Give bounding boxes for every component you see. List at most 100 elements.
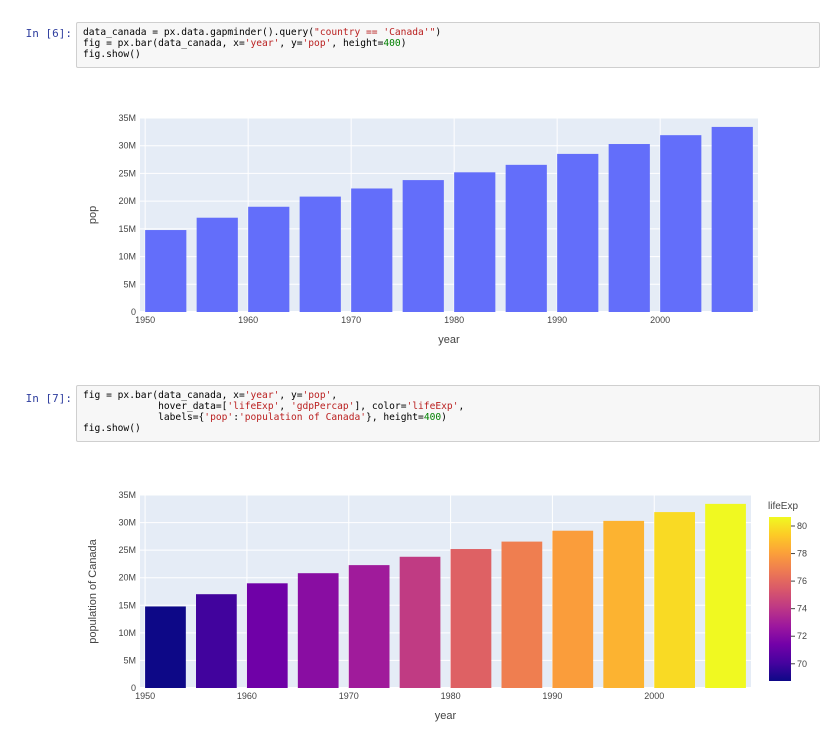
code-token: : [233, 412, 239, 423]
y-tick-label: 0 [131, 683, 136, 693]
x-tick-label: 2000 [650, 315, 670, 325]
code-token: , y= [279, 390, 303, 401]
x-axis-label: year [438, 334, 460, 346]
code-cell-input[interactable]: fig = px.bar(data_canada, x='year', y='p… [76, 385, 820, 442]
code-token: data_canada = px.data.gapminder().query( [83, 27, 315, 38]
colorbar-tick-label: 80 [797, 521, 807, 531]
plot-area [140, 495, 751, 688]
code-token: ) [441, 412, 447, 423]
code-token: 'pop' [302, 390, 332, 401]
code-token: , y= [279, 38, 303, 49]
bar-chart-population-colored: 0 5M 10M 15M 20M 25M 30M 35M 1950 1960 1970 1980 199… [87, 490, 807, 722]
plot-area [140, 118, 758, 312]
x-tick-label: 1950 [135, 691, 155, 701]
code-token: hover_data=[ [83, 401, 228, 412]
y-axis-label: population of Canada [87, 538, 99, 643]
code-line: hover_data=['lifeExp', 'gdpPercap'], col… [83, 401, 813, 412]
bar[interactable] [705, 503, 746, 688]
code-token: fig.show() [83, 49, 141, 60]
y-tick-label: 15M [118, 224, 136, 234]
bar-chart-pop: 0 5M 10M 15M 20M 25M 30M 35M 1950 1960 1970 1980 199… [87, 113, 758, 346]
x-tick-label: 1960 [237, 691, 257, 701]
y-tick-label: 30M [118, 518, 136, 528]
x-axis-label: year [435, 710, 457, 722]
y-tick-label: 10M [118, 628, 136, 638]
code-token: , [458, 401, 465, 412]
y-tick-label: 35M [118, 113, 136, 123]
bar[interactable] [608, 144, 650, 312]
bar[interactable] [552, 530, 594, 688]
x-tick-label: 1990 [547, 315, 567, 325]
y-tick-label: 25M [118, 545, 136, 555]
code-token: , [331, 390, 338, 401]
bar[interactable] [557, 153, 599, 312]
colorbar-tick-label: 74 [797, 604, 807, 614]
bar[interactable] [297, 573, 339, 688]
code-token: 'gdpPercap' [290, 401, 355, 412]
y-tick-label: 15M [118, 600, 136, 610]
bar[interactable] [402, 180, 444, 312]
bar[interactable] [248, 206, 290, 312]
colorbar-tick-label: 70 [797, 659, 807, 669]
code-token: 'pop' [204, 412, 234, 423]
cell-prompt: In [7]: [25, 392, 72, 405]
bar[interactable] [145, 606, 186, 688]
code-token: 'year' [244, 390, 280, 401]
y-tick-label: 10M [118, 252, 136, 262]
bar[interactable] [711, 126, 753, 312]
code-token: 'pop' [302, 38, 332, 49]
colorbar-tick-label: 76 [797, 576, 807, 586]
code-token: "country == 'Canada'" [314, 27, 436, 38]
bar[interactable] [505, 164, 547, 312]
code-token: 'lifeExp' [406, 401, 459, 412]
code-token: ) [400, 38, 407, 49]
code-token: ) [435, 27, 442, 38]
code-line: fig.show() [83, 49, 813, 60]
y-tick-label: 5M [123, 279, 136, 289]
y-tick-label: 30M [118, 141, 136, 151]
code-line: fig.show() [83, 423, 813, 434]
code-line: labels={'pop':'population of Canada'}, h… [83, 412, 813, 423]
y-tick-label: 20M [118, 196, 136, 206]
code-token: ], color= [354, 401, 407, 412]
code-token: 'lifeExp' [227, 401, 280, 412]
bar[interactable] [501, 541, 543, 688]
x-tick-label: 1980 [441, 691, 461, 701]
x-tick-label: 1970 [341, 315, 361, 325]
bar[interactable] [660, 135, 702, 312]
bar[interactable] [450, 549, 492, 688]
x-tick-label: 2000 [644, 691, 664, 701]
y-tick-label: 25M [118, 168, 136, 178]
code-token: fig = px.bar(data_canada, x= [83, 390, 245, 401]
bar[interactable] [454, 172, 496, 312]
x-tick-label: 1960 [238, 315, 258, 325]
bar[interactable] [603, 520, 645, 688]
bar[interactable] [196, 594, 237, 688]
colorbar-title: lifeExp [768, 501, 798, 512]
bar[interactable] [654, 512, 695, 688]
y-tick-label: 0 [131, 307, 136, 317]
code-token: fig = px.bar(data_canada, x= [83, 38, 245, 49]
code-token: 'year' [244, 38, 280, 49]
code-token: 'population of Canada' [238, 412, 367, 423]
bar[interactable] [299, 196, 341, 312]
code-token: , [279, 401, 291, 412]
bar[interactable] [348, 565, 390, 688]
y-tick-label: 5M [123, 655, 136, 665]
bar[interactable] [145, 230, 187, 312]
colorbar-tick-label: 72 [797, 631, 807, 641]
bar[interactable] [196, 217, 238, 312]
code-token: 400 [383, 38, 401, 49]
x-tick-label: 1980 [444, 315, 464, 325]
code-token: , height= [331, 38, 384, 49]
bar[interactable] [351, 188, 393, 312]
cell-prompt: In [6]: [25, 27, 72, 40]
y-tick-label: 20M [118, 573, 136, 583]
bar[interactable] [246, 583, 288, 688]
code-cell-input[interactable]: data_canada = px.data.gapminder().query(… [76, 22, 820, 68]
code-line: data_canada = px.data.gapminder().query(… [83, 27, 813, 38]
code-token: }, height= [366, 412, 424, 423]
code-line: fig = px.bar(data_canada, x='year', y='p… [83, 38, 813, 49]
x-tick-label: 1950 [135, 315, 155, 325]
bar[interactable] [399, 556, 441, 688]
